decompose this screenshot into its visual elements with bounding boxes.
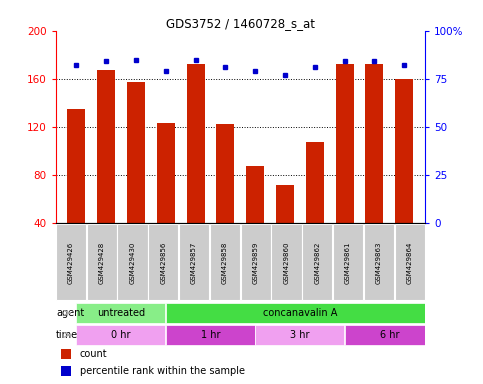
FancyBboxPatch shape: [302, 224, 332, 300]
FancyBboxPatch shape: [148, 224, 178, 300]
Text: GSM429857: GSM429857: [191, 241, 197, 284]
Bar: [306, 142, 324, 271]
Title: GDS3752 / 1460728_s_at: GDS3752 / 1460728_s_at: [166, 17, 315, 30]
Bar: [127, 83, 145, 271]
Text: GSM429426: GSM429426: [68, 241, 74, 283]
FancyBboxPatch shape: [76, 303, 165, 323]
Text: GSM429864: GSM429864: [407, 241, 412, 284]
Text: GSM429430: GSM429430: [129, 241, 136, 284]
Text: GSM429860: GSM429860: [284, 241, 289, 284]
FancyBboxPatch shape: [333, 224, 363, 300]
Bar: [366, 65, 384, 271]
FancyBboxPatch shape: [364, 224, 394, 300]
Text: GSM429861: GSM429861: [345, 241, 351, 284]
Bar: [216, 124, 234, 271]
Bar: [68, 109, 85, 271]
Text: count: count: [80, 349, 107, 359]
Bar: [276, 184, 294, 271]
Text: GSM429428: GSM429428: [99, 241, 105, 283]
Bar: [186, 65, 204, 271]
FancyBboxPatch shape: [344, 325, 433, 345]
FancyBboxPatch shape: [179, 224, 209, 300]
FancyBboxPatch shape: [271, 224, 301, 300]
Text: time: time: [56, 330, 78, 340]
Text: GSM429859: GSM429859: [253, 241, 259, 284]
FancyBboxPatch shape: [395, 224, 425, 300]
FancyBboxPatch shape: [210, 224, 240, 300]
FancyBboxPatch shape: [117, 224, 148, 300]
FancyBboxPatch shape: [56, 224, 86, 300]
Bar: [246, 167, 264, 271]
Text: untreated: untreated: [97, 308, 145, 318]
FancyBboxPatch shape: [241, 224, 271, 300]
Text: percentile rank within the sample: percentile rank within the sample: [80, 366, 244, 376]
Bar: [395, 79, 413, 271]
Bar: [97, 70, 115, 271]
Text: GSM429856: GSM429856: [160, 241, 166, 284]
Text: agent: agent: [56, 308, 85, 318]
FancyBboxPatch shape: [166, 303, 433, 323]
FancyBboxPatch shape: [255, 325, 344, 345]
Text: GSM429863: GSM429863: [376, 241, 382, 284]
Text: concanavalin A: concanavalin A: [263, 308, 337, 318]
Text: 6 hr: 6 hr: [380, 330, 399, 340]
Text: GSM429862: GSM429862: [314, 241, 320, 284]
FancyBboxPatch shape: [76, 325, 165, 345]
Text: 0 hr: 0 hr: [112, 330, 131, 340]
Text: GSM429858: GSM429858: [222, 241, 228, 284]
Bar: [336, 65, 354, 271]
FancyBboxPatch shape: [166, 325, 255, 345]
Bar: [61, 349, 71, 359]
Bar: [61, 366, 71, 376]
Text: 3 hr: 3 hr: [290, 330, 310, 340]
Bar: [157, 123, 175, 271]
Text: 1 hr: 1 hr: [201, 330, 220, 340]
FancyBboxPatch shape: [86, 224, 117, 300]
